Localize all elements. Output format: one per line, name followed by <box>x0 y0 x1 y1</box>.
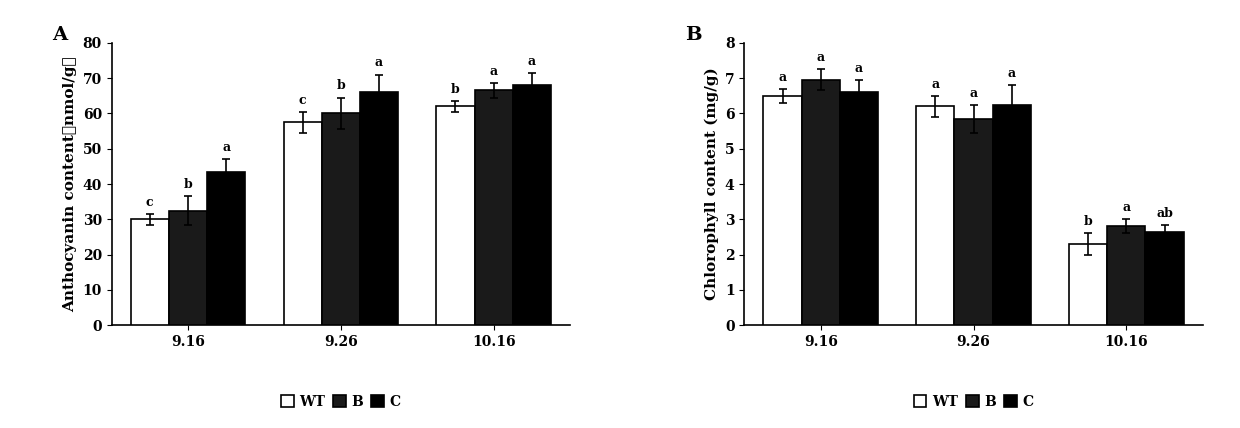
Legend: WT, B, C: WT, B, C <box>914 395 1033 409</box>
Text: b: b <box>336 80 345 92</box>
Text: a: a <box>779 71 786 83</box>
Text: b: b <box>184 178 192 191</box>
Bar <box>764 96 801 325</box>
Y-axis label: Anthocyanin content（nmol/g）: Anthocyanin content（nmol/g） <box>63 56 77 312</box>
Bar <box>955 119 993 325</box>
Bar <box>513 85 551 325</box>
Text: a: a <box>222 141 231 154</box>
Bar <box>321 113 360 325</box>
Bar <box>436 106 475 325</box>
Bar <box>993 104 1030 325</box>
Text: a: a <box>1008 67 1016 80</box>
Bar <box>475 90 513 325</box>
Text: c: c <box>146 196 154 209</box>
Text: ab: ab <box>1156 207 1173 220</box>
Text: a: a <box>931 77 940 91</box>
Text: a: a <box>970 86 977 99</box>
Text: a: a <box>490 65 497 78</box>
Text: b: b <box>1084 215 1092 229</box>
Bar <box>207 172 246 325</box>
Bar <box>839 92 878 325</box>
Bar <box>360 92 398 325</box>
Bar <box>130 219 169 325</box>
Bar <box>1146 232 1184 325</box>
Text: a: a <box>817 51 825 64</box>
Text: a: a <box>1122 201 1131 214</box>
Bar <box>169 211 207 325</box>
Bar <box>284 122 321 325</box>
Text: a: a <box>528 55 536 68</box>
Bar <box>1069 244 1107 325</box>
Text: a: a <box>374 56 383 69</box>
Bar <box>801 80 839 325</box>
Text: c: c <box>299 94 306 107</box>
Y-axis label: Chlorophyll content (mg/g): Chlorophyll content (mg/g) <box>704 68 719 300</box>
Legend: WT, B, C: WT, B, C <box>281 395 401 409</box>
Text: a: a <box>854 62 863 75</box>
Text: A: A <box>52 26 67 44</box>
Text: B: B <box>684 26 702 44</box>
Bar <box>1107 226 1146 325</box>
Bar <box>916 106 955 325</box>
Text: b: b <box>451 83 460 96</box>
